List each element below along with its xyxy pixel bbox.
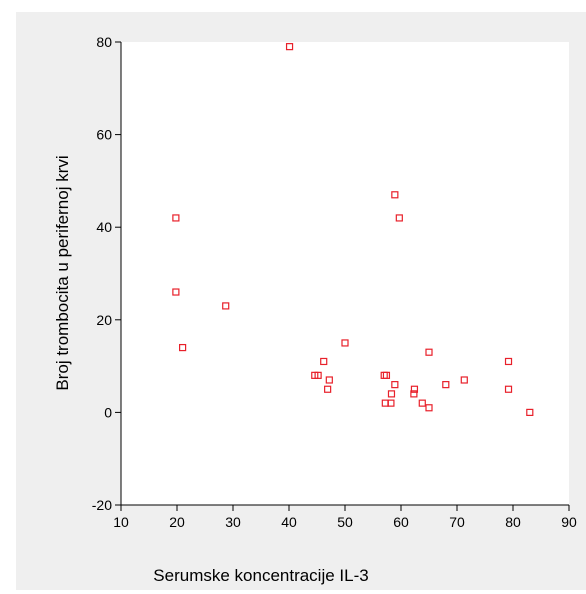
y-tick-label: 0 [104, 404, 112, 420]
data-point [324, 385, 332, 393]
x-tick-label: 50 [337, 514, 353, 530]
x-tick-label: 30 [225, 514, 241, 530]
data-point [179, 343, 187, 352]
data-point [391, 191, 399, 199]
data-point [320, 357, 328, 366]
x-tick-label: 20 [169, 514, 185, 530]
data-point [222, 302, 230, 310]
data-point [504, 385, 513, 393]
x-tick-label: 70 [449, 514, 465, 530]
data-point [387, 399, 395, 407]
x-axis-ticks: 10 20 30 40 50 60 70 80 90 [113, 505, 577, 530]
x-axis-label: Serumske koncentracije IL-3 [153, 566, 368, 585]
data-point [410, 390, 418, 398]
data-point [387, 390, 396, 398]
data-point [425, 404, 433, 412]
data-point [442, 381, 450, 389]
data-point [395, 214, 403, 222]
x-tick-label: 80 [505, 514, 521, 530]
data-point [382, 371, 391, 379]
y-tick-label: 80 [96, 34, 112, 50]
data-points [172, 43, 534, 416]
x-tick-label: 10 [113, 514, 129, 530]
plot-area [121, 42, 569, 505]
data-point [285, 43, 294, 51]
data-point [391, 381, 399, 389]
data-point [425, 348, 433, 356]
data-point [314, 371, 322, 379]
y-axis-ticks: -20 0 20 40 60 80 [92, 34, 121, 513]
data-point [341, 339, 349, 347]
data-point [172, 288, 180, 296]
data-point [410, 385, 419, 393]
x-tick-label: 90 [561, 514, 577, 530]
x-tick-label: 60 [393, 514, 409, 530]
y-tick-label: 60 [96, 127, 112, 143]
data-point [325, 376, 333, 384]
y-tick-label: 40 [96, 219, 112, 235]
y-tick-label: -20 [92, 497, 112, 513]
y-tick-label: 20 [96, 312, 112, 328]
data-point [172, 214, 180, 222]
data-point [526, 408, 534, 416]
data-point [460, 376, 468, 384]
x-tick-label: 40 [281, 514, 297, 530]
data-point [504, 357, 513, 366]
y-axis-label: Broj trombocita u perifernoj krvi [53, 155, 72, 390]
data-point [418, 399, 426, 407]
